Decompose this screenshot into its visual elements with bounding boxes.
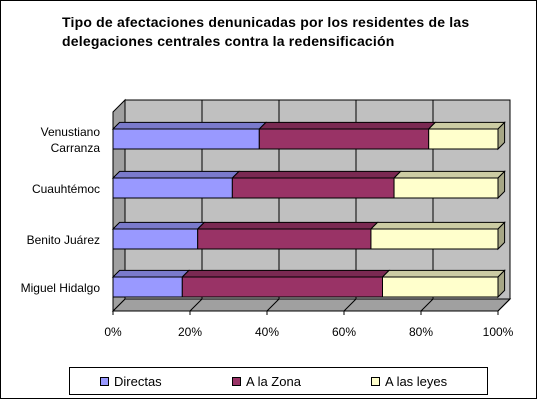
- gridline: [189, 100, 203, 312]
- category-label: Cuauhtémoc: [32, 182, 100, 196]
- gridline: [266, 100, 280, 312]
- bar-top-face: [369, 221, 506, 230]
- x-tick-label: 80%: [409, 325, 433, 339]
- gridline: [343, 100, 357, 312]
- bar-top-face: [231, 170, 402, 179]
- bar-segment: [112, 228, 199, 250]
- legend-item-a-la-zona: A la Zona: [232, 373, 301, 389]
- x-tick-label: 60%: [332, 325, 356, 339]
- gridline: [420, 100, 434, 312]
- legend-swatch: [371, 376, 380, 386]
- bar-segment: [258, 128, 430, 150]
- gridline: [497, 100, 511, 312]
- bar-top-face: [258, 121, 437, 130]
- bar-end-face: [497, 269, 506, 299]
- bar-top-face: [427, 121, 506, 130]
- bar-segment: [197, 228, 372, 250]
- chart-title: Tipo de afectaciones denunicadas por los…: [62, 14, 470, 49]
- bar-segment: [382, 276, 499, 298]
- bar-segment: [370, 228, 499, 250]
- category-label: Miguel Hidalgo: [21, 281, 101, 295]
- bar-segment: [112, 128, 260, 150]
- bar-top-face: [111, 121, 268, 130]
- x-tick-label: 20%: [178, 325, 202, 339]
- legend-label: A la Zona: [246, 373, 301, 389]
- bar-segment: [181, 276, 383, 298]
- bar-top-face: [181, 269, 391, 278]
- bar-top-face: [196, 221, 379, 230]
- x-tick-label: 40%: [255, 325, 279, 339]
- bar-segment: [428, 128, 499, 150]
- bar-segment: [393, 177, 499, 199]
- bar-top-face: [111, 269, 191, 278]
- bar-top-face: [381, 269, 506, 278]
- bar-top-face: [111, 170, 241, 179]
- chart-floor: [111, 298, 512, 312]
- bar-top-face: [111, 221, 206, 230]
- legend-swatch: [232, 376, 241, 386]
- bar-segment: [112, 177, 233, 199]
- legend-swatch: [100, 376, 109, 386]
- category-label: Benito Juárez: [27, 233, 100, 247]
- legend-label: Directas: [114, 373, 162, 389]
- legend-item-directas: Directas: [100, 373, 162, 389]
- legend-label: A las leyes: [385, 373, 448, 389]
- category-label: Venustiano: [41, 125, 101, 139]
- bar-end-face: [497, 221, 506, 251]
- bar-top-face: [392, 170, 506, 179]
- bar-end-face: [497, 170, 506, 200]
- x-tick-label: 100%: [483, 325, 514, 339]
- legend-item-a-las-leyes: A las leyes: [371, 373, 447, 389]
- x-tick-label: 0%: [104, 325, 122, 339]
- bar-segment: [112, 276, 183, 298]
- category-label: Carranza: [51, 141, 101, 155]
- bar-end-face: [497, 121, 506, 151]
- legend: Directas A la Zona A las leyes: [69, 367, 488, 395]
- bar-segment: [231, 177, 395, 199]
